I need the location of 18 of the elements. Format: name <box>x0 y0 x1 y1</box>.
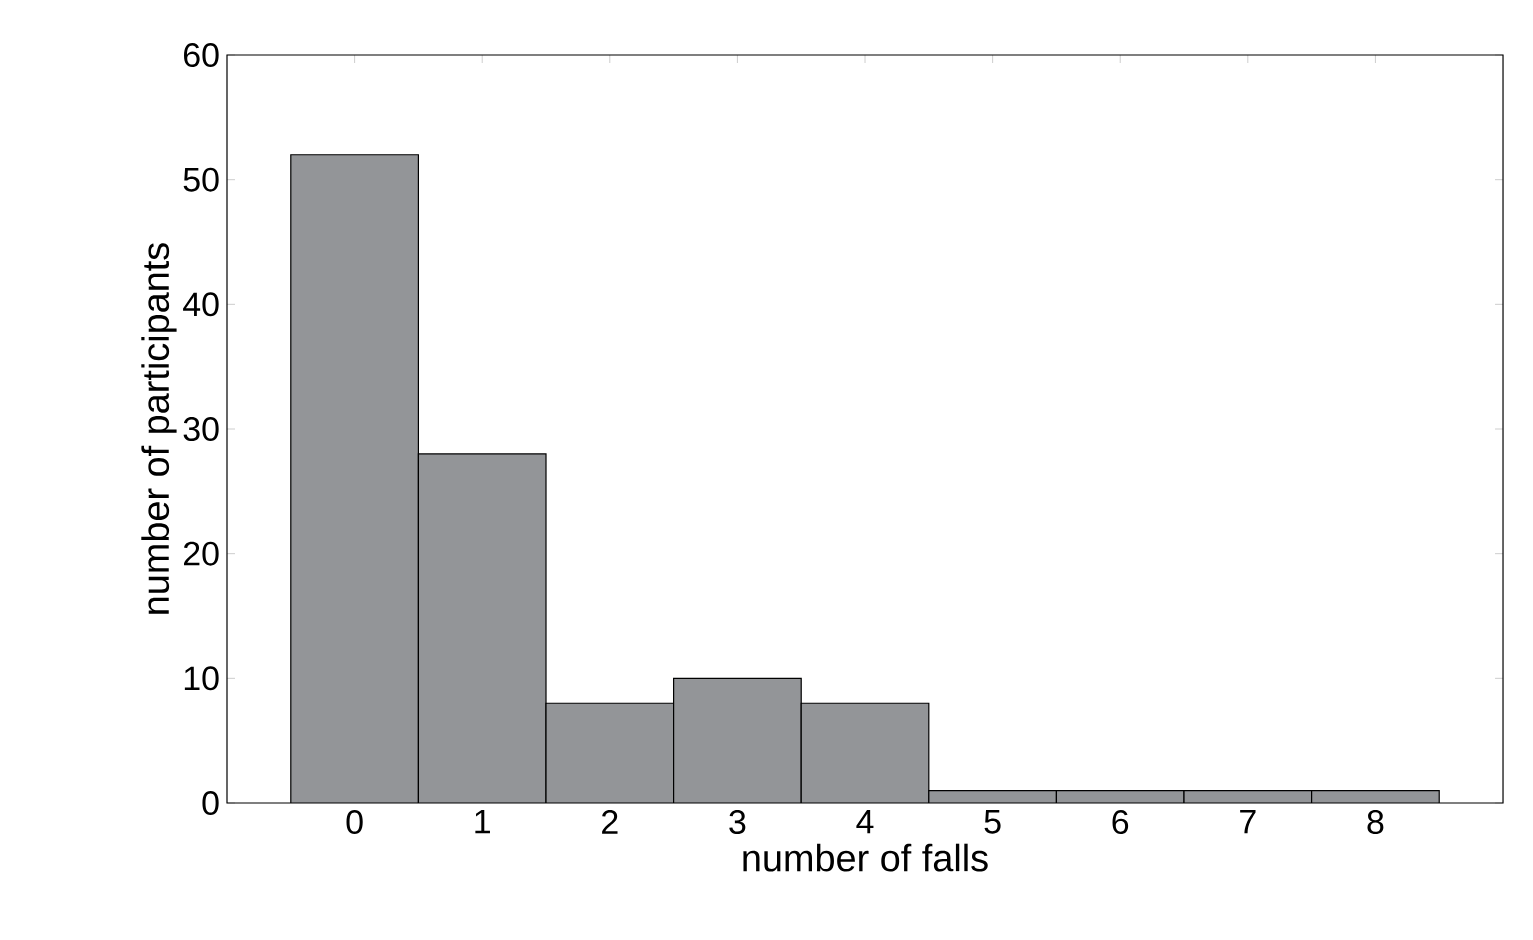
x-tick-label: 8 <box>1367 810 1384 835</box>
x-tick-label: 6 <box>1112 810 1129 835</box>
x-tick-label: 0 <box>346 810 363 835</box>
x-tick-label: 7 <box>1240 810 1256 834</box>
y-axis-title: number of participants <box>141 243 177 614</box>
y-tick-label: 30 <box>183 417 219 442</box>
y-tick-label: 60 <box>184 43 219 68</box>
y-tick-label: 10 <box>184 666 219 691</box>
y-tick-label: 0 <box>202 791 219 815</box>
x-tick-label: 5 <box>984 810 1001 834</box>
x-tick-label: 1 <box>475 810 490 834</box>
y-tick-label: 50 <box>183 167 219 192</box>
x-tick-label: 3 <box>729 810 746 835</box>
y-tick-label: 40 <box>183 292 219 317</box>
x-tick-label: 2 <box>602 810 618 834</box>
x-axis-title: number of falls <box>743 843 988 872</box>
y-tick-label: 20 <box>184 541 219 566</box>
x-tick-label: 4 <box>856 810 874 834</box>
